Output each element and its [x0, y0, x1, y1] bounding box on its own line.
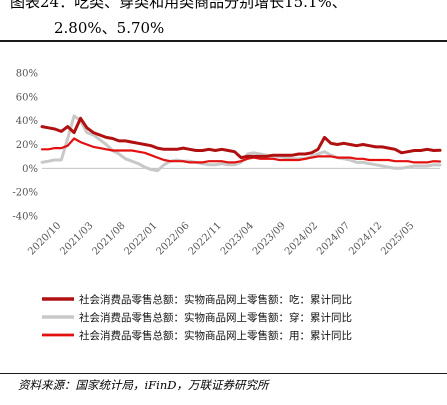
figure-title-line1: 图表24：吃类、穿类和用类商品分别增长15.1%、 — [10, 0, 347, 11]
chart-legend: 社会消费品零售总额：实物商品网上零售额：吃：累计同比社会消费品零售总额：实物商品… — [42, 293, 352, 342]
x-tick-label: 2022/06 — [155, 220, 192, 257]
y-tick-label: 20% — [16, 140, 38, 151]
x-tick-label: 2024/07 — [315, 220, 352, 257]
x-tick-label: 2021/08 — [90, 220, 127, 257]
y-tick-label: 80% — [16, 69, 38, 80]
x-tick-label: 2021/03 — [58, 220, 95, 257]
chart-series — [40, 114, 442, 173]
figure-title-line2: 2.80%、5.70% — [54, 19, 165, 37]
y-tick-label: -20% — [12, 188, 38, 199]
y-tick-label: 60% — [16, 92, 38, 103]
source-divider — [0, 373, 447, 374]
y-tick-label: -40% — [12, 212, 38, 223]
figure-title: 图表24：吃类、穿类和用类商品分别增长15.1%、 2.80%、5.70% — [0, 0, 447, 40]
y-tick-label: 40% — [16, 116, 38, 127]
line-chart: 80% 60% 40% 20% 0% -20% -40%2020/102021/032021… — [12, 69, 442, 342]
x-tick-label: 2022/11 — [187, 220, 224, 257]
y-tick-label: 0% — [22, 164, 38, 175]
x-tick-label: 2025/05 — [379, 220, 416, 257]
legend-label-3: 社会消费品零售总额：实物商品网上零售额：用：累计同比 — [79, 329, 352, 342]
title-divider — [0, 40, 447, 42]
x-tick-label: 2023/09 — [251, 220, 288, 257]
x-tick-label: 2024/12 — [347, 220, 384, 257]
x-tick-label: 2020/10 — [26, 220, 63, 257]
series-line-3 — [40, 137, 442, 164]
legend-label-1: 社会消费品零售总额：实物商品网上零售额：吃：累计同比 — [79, 293, 352, 306]
series-line-2 — [40, 114, 442, 173]
source-note: 资料来源：国家统计局，iFinD，万联证券研究所 — [18, 378, 269, 392]
series-line-1 — [40, 116, 442, 160]
x-tick-label: 2023/04 — [219, 220, 256, 257]
legend-label-2: 社会消费品零售总额：实物商品网上零售额：穿：累计同比 — [79, 311, 352, 324]
x-tick-label: 2022/01 — [123, 220, 160, 257]
x-tick-label: 2024/02 — [283, 220, 320, 257]
